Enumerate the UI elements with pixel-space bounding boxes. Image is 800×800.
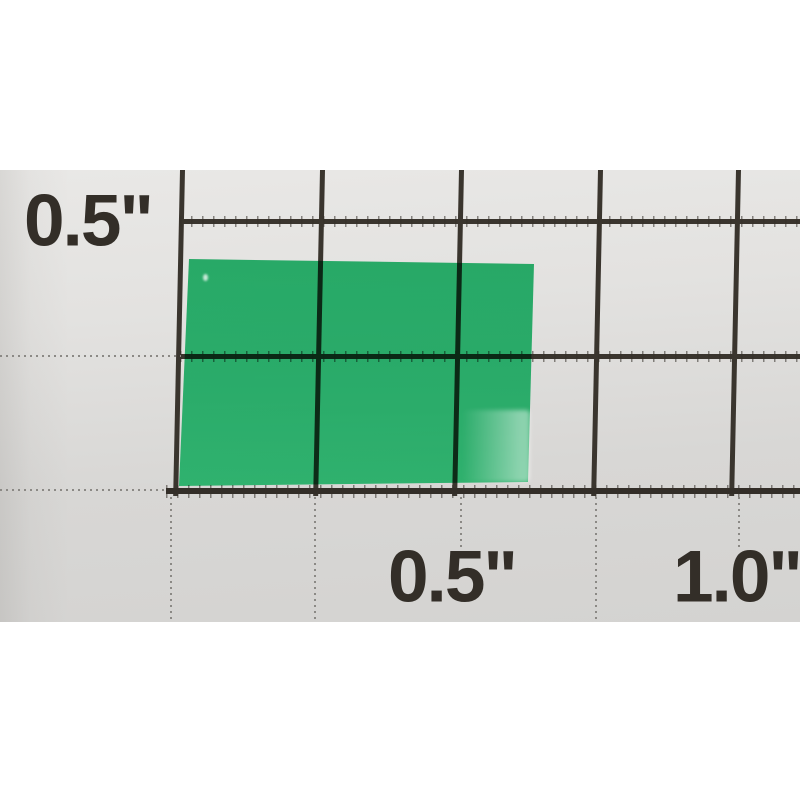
dotted-guide-line-vertical-0in — [170, 497, 172, 622]
glare-glint — [203, 274, 208, 281]
bottom-ruler-label-half-inch: 0.5" — [387, 536, 518, 618]
left-ruler-label: 0.5" — [23, 180, 154, 262]
dotted-guide-line-vertical-075in — [595, 497, 597, 622]
green-plastic-part — [179, 259, 534, 486]
measurement-grid-photo: 0.5" 0.5" 1.0" — [0, 170, 800, 622]
dotted-guide-line-vertical-10in — [738, 497, 740, 547]
grid-horizontal-line-05in — [180, 216, 800, 227]
dotted-guide-line-vertical-05in — [460, 497, 462, 547]
bottom-ruler-label-one-inch: 1.0" — [672, 536, 800, 618]
green-part-edge-highlight — [462, 410, 530, 482]
dotted-guide-line-horizontal-mid — [0, 355, 181, 357]
dotted-guide-line-vertical-025in — [314, 497, 316, 622]
grid-horizontal-baseline — [166, 485, 800, 498]
dotted-guide-line-horizontal-base — [0, 489, 167, 491]
